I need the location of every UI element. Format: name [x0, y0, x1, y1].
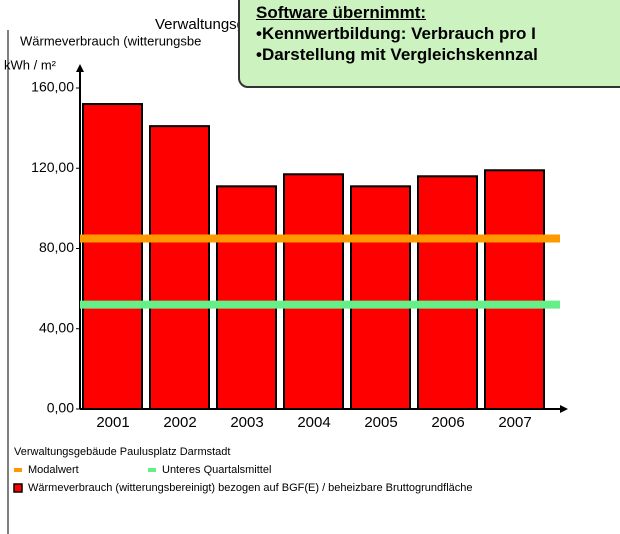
x-tick-label: 2005 [364, 414, 397, 431]
x-tick-label: 2004 [297, 414, 330, 431]
bar [417, 175, 478, 410]
legend-title: Verwaltungsgebäude Paulusplatz Darmstadt [14, 446, 230, 458]
callout-heading: Software übernimmt: [256, 3, 427, 22]
legend-swatch [13, 483, 23, 493]
y-tick-label: 40,00 [39, 319, 74, 335]
y-tick-label: 0,00 [47, 400, 74, 416]
legend-swatch [14, 468, 22, 472]
legend-label: Modalwert [28, 464, 79, 476]
x-tick-label: 2001 [96, 414, 129, 431]
legend-label: Unteres Quartalsmittel [162, 464, 271, 476]
x-tick-label: 2002 [163, 414, 196, 431]
y-axis-label: kWh / m² [4, 57, 57, 72]
x-axis-arrow [560, 405, 568, 413]
bar [283, 173, 344, 410]
y-tick-label: 160,00 [31, 79, 74, 95]
bar [350, 185, 411, 410]
x-tick-label: 2006 [431, 414, 464, 431]
bar [149, 125, 210, 411]
callout-item: •Darstellung mit Vergleichskennzal [256, 45, 538, 64]
y-axis-arrow [76, 64, 84, 72]
callout-item: •Kennwertbildung: Verbrauch pro I [256, 24, 536, 43]
x-tick-label: 2007 [498, 414, 531, 431]
chart-subtitle: Wärmeverbrauch (witterungsbe [20, 33, 201, 48]
bar [484, 169, 545, 410]
callout: Software übernimmt: •Kennwertbildung: Ve… [238, 0, 620, 88]
x-tick-label: 2003 [230, 414, 263, 431]
legend-label: Wärmeverbrauch (witterungsbereinigt) bez… [28, 482, 473, 494]
bar [82, 103, 143, 411]
legend-swatch [148, 468, 156, 472]
bar [216, 185, 277, 410]
y-tick-label: 120,00 [31, 159, 74, 175]
y-tick-label: 80,00 [39, 239, 74, 255]
chart-title: Verwaltungsg [155, 16, 245, 33]
